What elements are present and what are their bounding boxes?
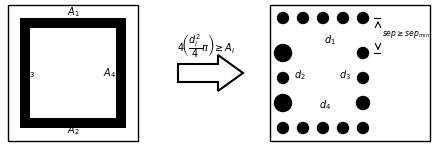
Circle shape bbox=[274, 45, 291, 61]
Circle shape bbox=[274, 94, 291, 112]
Circle shape bbox=[298, 122, 308, 133]
Text: $A_3$: $A_3$ bbox=[21, 66, 34, 80]
Text: $d_2$: $d_2$ bbox=[294, 68, 306, 82]
Polygon shape bbox=[178, 55, 243, 91]
Bar bbox=[20, 18, 126, 128]
Circle shape bbox=[317, 13, 329, 24]
Text: $d_1$: $d_1$ bbox=[324, 33, 336, 47]
Circle shape bbox=[278, 13, 288, 24]
Text: $A_2$: $A_2$ bbox=[67, 123, 80, 137]
Circle shape bbox=[317, 122, 329, 133]
Circle shape bbox=[358, 13, 368, 24]
Bar bbox=[270, 5, 430, 141]
Circle shape bbox=[298, 13, 308, 24]
Text: $A_1$: $A_1$ bbox=[67, 5, 80, 19]
Circle shape bbox=[278, 122, 288, 133]
Text: $A_4$: $A_4$ bbox=[103, 66, 117, 80]
Circle shape bbox=[337, 13, 349, 24]
Circle shape bbox=[358, 47, 368, 59]
Circle shape bbox=[357, 97, 370, 110]
Bar bbox=[30, 28, 116, 118]
Text: $4\!\left(\dfrac{d_i^2}{4}\pi\right)\!\geq A_i$: $4\!\left(\dfrac{d_i^2}{4}\pi\right)\!\g… bbox=[177, 32, 235, 60]
Circle shape bbox=[358, 122, 368, 133]
Circle shape bbox=[278, 73, 288, 84]
Circle shape bbox=[337, 122, 349, 133]
Text: $d_4$: $d_4$ bbox=[319, 98, 331, 112]
Bar bbox=[8, 5, 138, 141]
Text: $sep \geq sep_{min}$: $sep \geq sep_{min}$ bbox=[382, 29, 430, 40]
Text: $d_3$: $d_3$ bbox=[339, 68, 351, 82]
Circle shape bbox=[358, 73, 368, 84]
